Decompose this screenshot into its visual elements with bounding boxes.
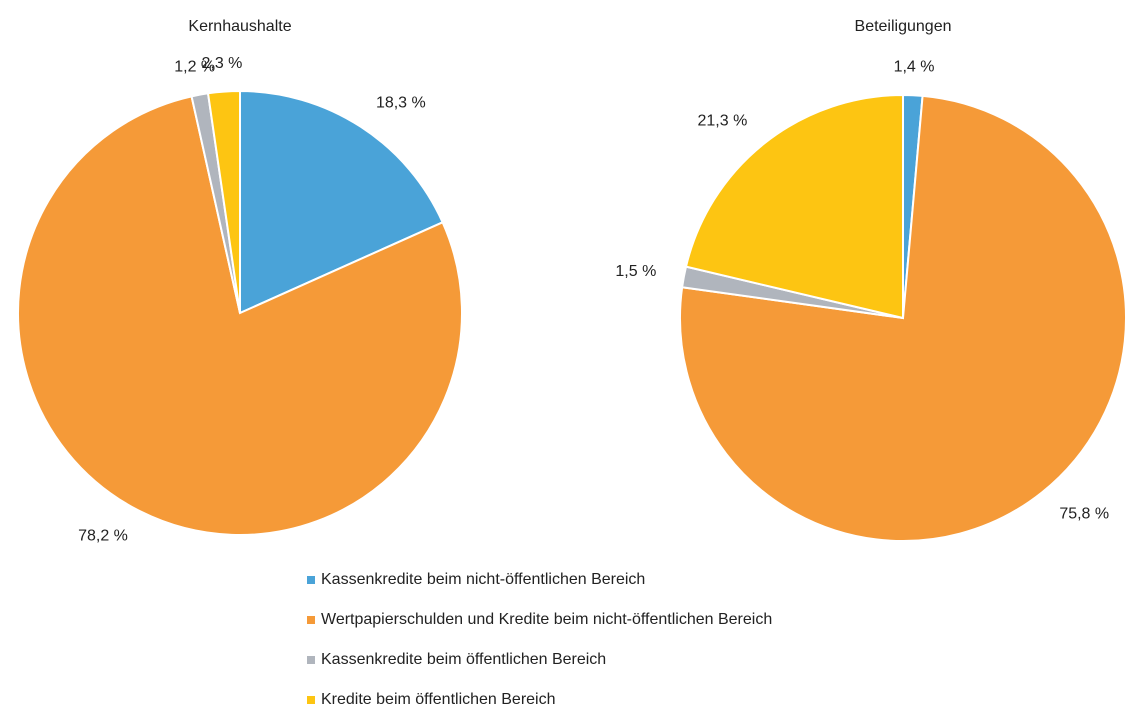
- legend-swatch: [307, 616, 315, 624]
- legend-label: Wertpapierschulden und Kredite beim nich…: [321, 611, 772, 628]
- chart-title: Beteiligungen: [855, 18, 952, 35]
- pie-slice: [684, 93, 904, 320]
- data-label: 18,3 %: [376, 94, 426, 111]
- legend-label: Kassenkredite beim öffentlichen Bereich: [321, 651, 606, 668]
- data-label: 78,2 %: [78, 528, 128, 545]
- legend-swatch: [307, 576, 315, 584]
- chart-title: Kernhaushalte: [188, 18, 291, 35]
- data-label: 1,5 %: [615, 263, 656, 280]
- data-label: 1,2 %: [174, 58, 215, 75]
- legend-label: Kassenkredite beim nicht-öffentlichen Be…: [321, 571, 645, 588]
- legend-swatch: [307, 656, 315, 664]
- pie-slice: [239, 89, 444, 315]
- legend-swatch: [307, 696, 315, 704]
- legend-label: Kredite beim öffentlichen Bereich: [321, 691, 556, 708]
- pie-slice: [17, 95, 463, 536]
- pie-slice: [206, 89, 241, 314]
- data-label: 21,3 %: [697, 112, 747, 129]
- data-label: 2,3 %: [201, 55, 242, 72]
- data-label: 1,4 %: [894, 58, 935, 75]
- data-label: 75,8 %: [1059, 506, 1109, 523]
